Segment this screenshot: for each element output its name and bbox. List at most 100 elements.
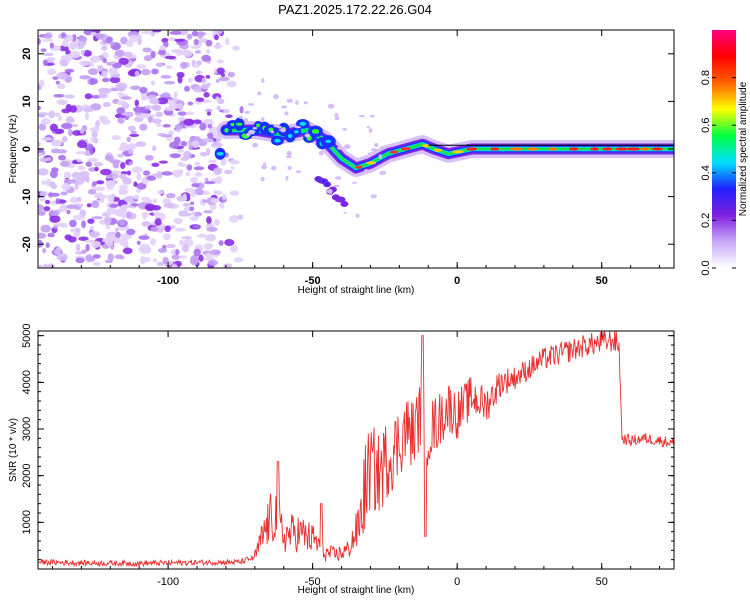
noise-blob	[166, 65, 173, 69]
noise-blob	[151, 68, 159, 75]
track-hotspot	[490, 147, 500, 151]
noise-blob	[172, 169, 183, 178]
noise-blob	[229, 215, 239, 223]
noise-blob	[93, 192, 104, 200]
noise-blob	[127, 143, 138, 150]
noise-blob	[224, 169, 233, 175]
noise-blob	[87, 158, 99, 163]
noise-blob	[94, 166, 99, 172]
noise-blob	[186, 212, 192, 217]
noise-blob	[103, 216, 112, 224]
noise-blob	[206, 226, 218, 232]
noise-blob	[194, 162, 201, 166]
noise-blob	[177, 103, 183, 111]
noise-blob	[186, 33, 193, 40]
noise-blob	[205, 252, 213, 259]
noise-blob	[114, 227, 120, 232]
noise-blob	[43, 59, 48, 67]
noise-blob	[177, 148, 184, 153]
noise-blob	[53, 94, 65, 98]
noise-blob	[114, 254, 124, 259]
noise-blob	[156, 97, 169, 105]
noise-blob	[203, 210, 213, 214]
noise-blob	[43, 33, 53, 39]
noise-blob	[185, 111, 195, 116]
noise-blob	[217, 98, 225, 105]
noise-blob	[75, 257, 85, 264]
noise-blob	[203, 92, 210, 98]
x-tick-label: -50	[305, 275, 321, 287]
noise-blob	[151, 162, 160, 167]
noise-blob	[90, 136, 99, 143]
noise-blob	[223, 263, 232, 268]
noise-blob	[225, 38, 230, 46]
noise-blob	[90, 103, 102, 111]
noise-blob	[49, 170, 58, 179]
noise-blob	[178, 210, 189, 217]
noise-blob	[183, 150, 192, 159]
noise-blob	[187, 101, 194, 106]
noise-blob	[100, 87, 112, 94]
noise-blob	[58, 45, 69, 52]
noise-blob	[202, 199, 207, 203]
noise-blob	[171, 264, 178, 268]
noise-speck	[334, 113, 339, 118]
colorbar-tick-label: 0.6	[700, 118, 712, 133]
snr-line	[38, 331, 674, 568]
noise-blob	[237, 214, 244, 220]
noise-blob	[64, 53, 73, 62]
noise-blob	[182, 202, 191, 207]
noise-blob	[72, 124, 79, 127]
noise-speck	[344, 144, 351, 150]
noise-blob	[61, 183, 71, 191]
noise-blob	[97, 64, 104, 72]
noise-blob	[39, 79, 45, 88]
noise-blob	[66, 204, 77, 209]
noise-blob	[183, 118, 195, 127]
noise-blob	[181, 236, 193, 240]
noise-blob	[161, 171, 173, 176]
noise-blob	[218, 240, 224, 246]
noise-blob	[144, 105, 152, 110]
noise-blob	[130, 130, 137, 134]
snr-y-axis-title: SNR (10 * v/v)	[8, 418, 19, 482]
noise-blob	[155, 62, 164, 68]
noise-blob	[69, 196, 79, 204]
spectrogram-x-ticks: -100 -50 0 50	[51, 30, 661, 287]
noise-blob	[85, 175, 90, 183]
noise-blob	[38, 168, 49, 176]
noise-blob	[111, 135, 122, 141]
noise-speck	[248, 103, 255, 106]
noise-blob	[76, 196, 82, 202]
noise-speck	[351, 181, 358, 184]
noise-blob	[64, 234, 72, 241]
noise-blob	[43, 206, 51, 212]
colorbar-tick-label: 0.4	[700, 165, 712, 180]
noise-blob	[177, 111, 187, 116]
noise-blob	[77, 165, 86, 171]
track-hotspot	[509, 147, 523, 151]
noise-blob	[181, 244, 190, 253]
noise-blob	[204, 181, 216, 185]
noise-blob	[110, 61, 116, 65]
noise-blob	[90, 240, 101, 248]
noise-blob	[177, 75, 183, 84]
noise-speck	[318, 150, 324, 156]
noise-blob	[141, 30, 153, 35]
noise-blob	[208, 126, 220, 134]
noise-speck	[243, 117, 248, 123]
noise-blob	[188, 145, 193, 151]
noise-blob	[126, 170, 132, 176]
spectrogram-marks	[38, 30, 674, 268]
noise-blob	[216, 105, 221, 111]
noise-blob	[126, 228, 136, 236]
noise-blob	[89, 231, 101, 238]
noise-blob	[165, 193, 176, 199]
noise-blob	[57, 83, 66, 90]
noise-blob	[189, 216, 199, 221]
noise-blob	[107, 253, 115, 261]
track-hotspot	[355, 165, 363, 169]
noise-blob	[191, 59, 196, 67]
noise-blob	[77, 140, 88, 149]
noise-blob	[156, 123, 162, 128]
